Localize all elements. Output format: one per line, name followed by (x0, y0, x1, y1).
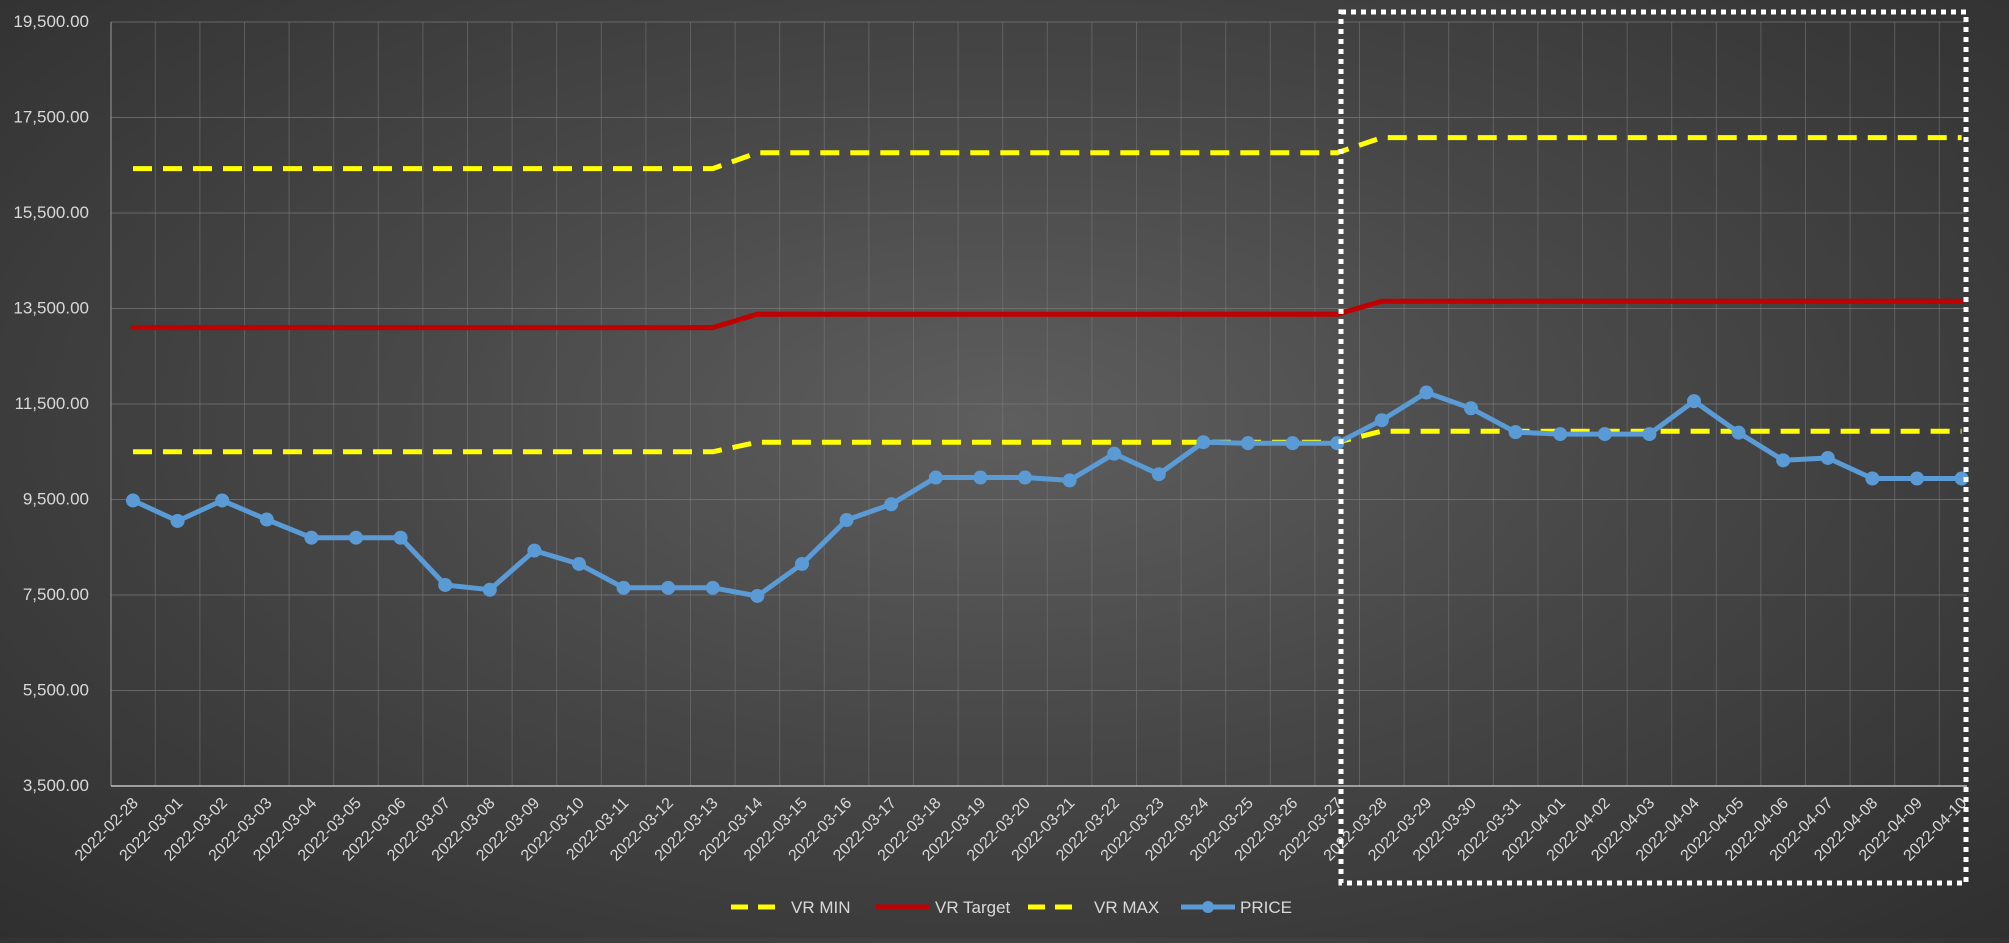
data-point-price (1062, 473, 1077, 488)
data-point-price (215, 493, 230, 508)
data-point-price (1687, 394, 1701, 409)
data-point-price (170, 513, 185, 528)
data-point-price (1464, 401, 1478, 416)
data-point-price (304, 530, 319, 545)
data-point-price (1597, 427, 1612, 442)
y-tick-label: 13,500.00 (13, 299, 89, 318)
y-tick-label: 3,500.00 (23, 776, 89, 795)
data-point-price (661, 580, 676, 595)
series-line-vr-max (133, 135, 1962, 172)
legend-marker-price (1202, 901, 1214, 913)
gridlines (111, 21, 1967, 787)
series-layer (126, 135, 1969, 603)
series-line-vr-target (130, 298, 1965, 331)
data-point-price (126, 493, 140, 508)
data-point-price (795, 556, 809, 571)
data-point-price (1151, 467, 1166, 482)
data-point-price (1196, 435, 1211, 450)
series-line-vr-min (133, 428, 1962, 455)
legend-label-vr-min: VR MIN (791, 898, 851, 917)
data-point-price (482, 582, 497, 597)
axes: 3,500.00 5,500.00 7,500.00 9,500.00 11,500.0… (13, 12, 1970, 865)
data-point-price (616, 580, 631, 595)
data-point-price (1820, 450, 1835, 465)
y-tick-label: 15,500.00 (13, 203, 89, 222)
y-tick-label: 19,500.00 (13, 12, 89, 31)
data-point-price (705, 580, 720, 595)
data-point-price (750, 588, 765, 603)
data-point-price (438, 577, 453, 592)
data-point-price (1731, 425, 1746, 440)
data-point-price (259, 512, 274, 527)
data-point-price (884, 497, 899, 512)
data-point-price (1285, 436, 1300, 451)
y-tick-label: 9,500.00 (23, 490, 89, 509)
data-point-price (1374, 413, 1389, 428)
data-point-price (1419, 385, 1434, 400)
annotation-layer (1338, 9, 1969, 886)
y-tick-label: 5,500.00 (23, 681, 89, 700)
highlight-box (1338, 9, 1969, 886)
data-point-price (1241, 436, 1255, 451)
y-tick-label: 7,500.00 (23, 585, 89, 604)
y-tick-label: 11,500.00 (15, 394, 89, 413)
legend-label-vr-max: VR MAX (1094, 898, 1159, 917)
data-point-price (839, 513, 854, 528)
data-point-price (1865, 471, 1880, 486)
data-point-price (1642, 427, 1657, 442)
data-point-price (572, 556, 586, 571)
data-point-price (1910, 471, 1924, 486)
data-point-price (928, 470, 943, 485)
data-point-price (349, 530, 363, 545)
legend-label-vr-target: VR Target (935, 898, 1011, 917)
legend-label-price: PRICE (1240, 898, 1292, 917)
data-point-price (973, 470, 988, 485)
data-point-price (1553, 427, 1568, 442)
y-tick-label: 17,500.00 (13, 108, 89, 127)
data-point-price (1018, 470, 1032, 485)
data-point-price (1107, 446, 1122, 461)
data-point-price (1508, 425, 1523, 440)
data-point-price (1776, 453, 1791, 468)
data-point-price (393, 530, 408, 545)
data-point-price (527, 543, 542, 558)
legend: VR MIN VR Target VR MAX PRICE (731, 898, 1292, 917)
series-line-price (130, 390, 1965, 599)
